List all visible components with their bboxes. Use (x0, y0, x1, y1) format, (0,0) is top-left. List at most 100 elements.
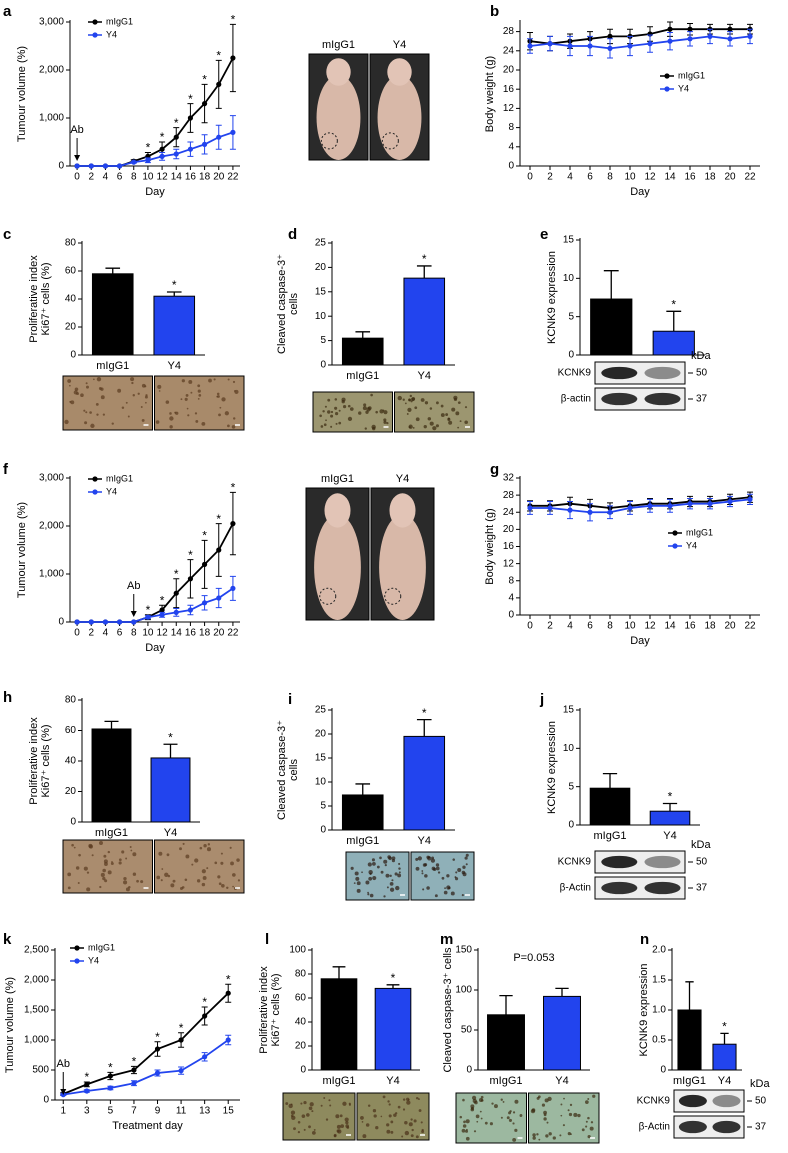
histology-dot (155, 420, 160, 424)
y-tick-label: 0 (300, 1065, 306, 1076)
histology-dot (440, 404, 444, 408)
panel-letter: g (490, 461, 499, 478)
point (607, 33, 613, 40)
x-tick-label: 2 (547, 621, 553, 632)
histology-dot (532, 1133, 536, 1137)
x-tick-label: mIgG1 (489, 1075, 522, 1087)
histology-dot (417, 856, 422, 861)
arrow-head (74, 155, 81, 161)
panel-letter: f (3, 461, 9, 478)
histology-dot (480, 1117, 483, 1120)
histology-dot (391, 859, 396, 863)
histology-dot (67, 886, 71, 890)
y-axis-label: KCNK9 expression (546, 721, 558, 814)
histology-dot (349, 407, 354, 411)
histology-dot (232, 873, 236, 877)
histology-dot (389, 874, 392, 878)
y-axis-label: Tumour volume (%) (16, 502, 28, 598)
error-bar (416, 718, 432, 737)
histology-dot (309, 1102, 314, 1107)
point (88, 619, 94, 625)
histology-dot (366, 407, 371, 412)
y-tick-label: 5 (568, 781, 574, 792)
histology-dot (77, 882, 80, 885)
histology-dot (100, 872, 105, 877)
histology-dot (443, 890, 448, 895)
histology-dot (406, 1100, 411, 1105)
point (187, 146, 194, 152)
significance: * (231, 13, 236, 27)
histology-dot (386, 421, 389, 425)
x-axis-label: Day (145, 186, 165, 198)
photo-label: Y4 (393, 39, 406, 51)
y-tick-label: 0 (508, 610, 514, 621)
point (173, 151, 179, 157)
histology-dot (383, 420, 387, 424)
legend-marker (74, 958, 80, 964)
x-tick-label: 20 (213, 172, 225, 183)
x-tick-label: 6 (587, 172, 593, 183)
histology-dot (437, 871, 441, 874)
histology-dot (169, 416, 174, 421)
x-tick-label: 1 (60, 1106, 66, 1117)
point (187, 576, 194, 582)
histology-dot (426, 886, 430, 890)
legend-marker (92, 489, 98, 495)
error-bar (555, 987, 569, 997)
histology-dot (229, 846, 232, 849)
histology-dot (208, 378, 212, 383)
blot-band (644, 881, 681, 895)
histology-dot (457, 426, 460, 429)
legend-marker (74, 945, 80, 951)
histology-dot (541, 1103, 546, 1107)
histology-dot (363, 403, 367, 407)
histology-dot (465, 1136, 470, 1141)
point (173, 609, 179, 616)
photo-label: mIgG1 (321, 473, 354, 485)
histology-dot (455, 411, 460, 416)
bar (649, 810, 691, 826)
arrow-head (60, 1089, 67, 1095)
significance: * (146, 141, 151, 155)
histology-dot (313, 1128, 316, 1131)
y-tick-label: 40 (65, 756, 77, 767)
histology-dot (404, 402, 407, 405)
blot-band (644, 392, 681, 406)
mouse-head (389, 493, 416, 528)
x-tick-label: mIgG1 (673, 1075, 706, 1087)
x-tick-label: Y4 (168, 360, 181, 372)
panel-letter: j (539, 691, 544, 708)
point (230, 129, 236, 135)
annotation: P=0.053 (513, 952, 554, 964)
histology-dot (74, 387, 79, 392)
mouse-body (316, 75, 361, 160)
histology-dot (389, 887, 395, 892)
tumour-outline (381, 132, 399, 150)
histology-dot (422, 863, 427, 867)
histology-dot (201, 882, 206, 887)
legend-marker (92, 476, 98, 482)
blot-band (601, 392, 638, 406)
x-tick-label: 22 (227, 628, 239, 639)
y-tick-label: 32 (503, 473, 515, 484)
blot-unit: kDa (691, 839, 711, 851)
histology-dot (415, 857, 419, 861)
significance: * (216, 49, 221, 63)
y-tick-label: 80 (65, 695, 77, 706)
histology-dot (587, 1116, 590, 1120)
histology-dot (206, 867, 209, 870)
histology-dot (429, 421, 434, 426)
x-tick-label: 12 (157, 628, 169, 639)
histology-dot (436, 401, 439, 405)
histology-dot (290, 1103, 293, 1106)
histology-dot (543, 1113, 547, 1117)
histology-dot (450, 891, 455, 896)
point (627, 43, 633, 49)
x-tick-label: 14 (664, 172, 676, 183)
histology-dot (308, 1125, 311, 1129)
y-axis-label: Ki67⁺ cells (%) (270, 973, 282, 1046)
histology-dot (464, 420, 468, 425)
significance: * (226, 972, 231, 986)
histology-dot (93, 378, 95, 381)
blot-marker: 37 (696, 394, 708, 405)
